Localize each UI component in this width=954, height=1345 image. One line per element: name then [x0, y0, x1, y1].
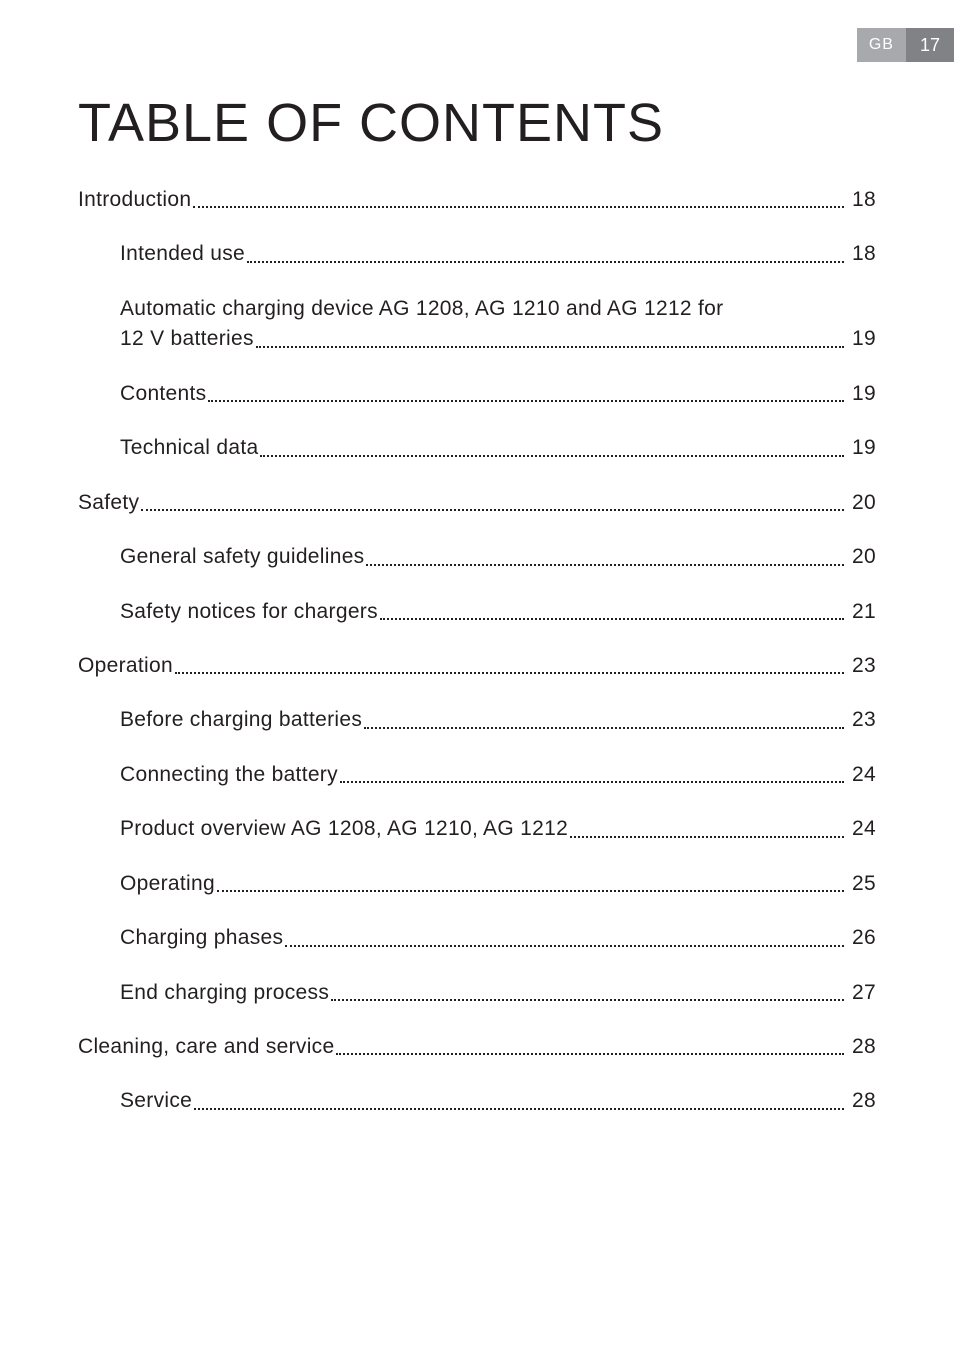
- toc-entry: Intended use 18: [78, 239, 876, 269]
- toc-page: 27: [846, 978, 876, 1008]
- toc-leader: [570, 836, 844, 838]
- toc-entry: End charging process 27: [78, 978, 876, 1008]
- toc-label: Cleaning, care and service: [78, 1032, 334, 1062]
- toc-page: 28: [846, 1086, 876, 1116]
- toc-page: 20: [846, 542, 876, 572]
- toc-entry: Service 28: [78, 1086, 876, 1116]
- toc-label-line2: 12 V batteries: [120, 324, 254, 354]
- toc-page: 26: [846, 923, 876, 953]
- toc-leader: [336, 1053, 844, 1055]
- toc-page: 19: [846, 433, 876, 463]
- toc-leader: [331, 999, 844, 1001]
- toc-entry: Connecting the battery 24: [78, 760, 876, 790]
- toc-entry: Charging phases 26: [78, 923, 876, 953]
- toc-entry: Safety 20: [78, 488, 876, 518]
- toc-entry: Product overview AG 1208, AG 1210, AG 12…: [78, 814, 876, 844]
- toc-leader: [366, 564, 844, 566]
- toc-leader: [285, 945, 844, 947]
- toc-leader: [208, 400, 844, 402]
- toc-label: Safety notices for chargers: [120, 597, 378, 627]
- table-of-contents: Introduction 18 Intended use 18 Automati…: [78, 185, 876, 1141]
- toc-leader: [260, 455, 844, 457]
- toc-label-line1: Automatic charging device AG 1208, AG 12…: [120, 294, 876, 324]
- toc-entry: Technical data 19: [78, 433, 876, 463]
- toc-leader: [141, 509, 844, 511]
- header-language-badge: GB: [857, 28, 906, 62]
- toc-leader: [340, 781, 844, 783]
- toc-entry: Automatic charging device AG 1208, AG 12…: [78, 294, 876, 355]
- page: GB 17 TABLE OF CONTENTS Introduction 18 …: [0, 0, 954, 1345]
- toc-label: Before charging batteries: [120, 705, 362, 735]
- toc-leader: [247, 261, 844, 263]
- toc-label: Operation: [78, 651, 173, 681]
- toc-page: 19: [846, 379, 876, 409]
- toc-page: 20: [846, 488, 876, 518]
- toc-entry: Introduction 18: [78, 185, 876, 215]
- toc-page: 28: [846, 1032, 876, 1062]
- toc-leader: [193, 206, 844, 208]
- toc-label: Contents: [120, 379, 206, 409]
- toc-label: Connecting the battery: [120, 760, 338, 790]
- toc-page: 25: [846, 869, 876, 899]
- toc-leader: [364, 727, 844, 729]
- toc-entry: Cleaning, care and service 28: [78, 1032, 876, 1062]
- toc-entry: General safety guidelines 20: [78, 542, 876, 572]
- toc-leader: [380, 618, 844, 620]
- toc-leader: [217, 890, 844, 892]
- toc-label: End charging process: [120, 978, 329, 1008]
- toc-page: 23: [846, 705, 876, 735]
- toc-label: General safety guidelines: [120, 542, 364, 572]
- toc-label: Operating: [120, 869, 215, 899]
- toc-entry: Operating 25: [78, 869, 876, 899]
- toc-page: 24: [846, 760, 876, 790]
- toc-label: Safety: [78, 488, 139, 518]
- toc-entry: Safety notices for chargers 21: [78, 597, 876, 627]
- toc-label: Introduction: [78, 185, 191, 215]
- toc-entry: Operation 23: [78, 651, 876, 681]
- toc-entry: Contents 19: [78, 379, 876, 409]
- toc-page: 23: [846, 651, 876, 681]
- toc-leader: [194, 1108, 844, 1110]
- toc-page: 18: [846, 185, 876, 215]
- toc-label: Technical data: [120, 433, 258, 463]
- toc-page: 19: [846, 324, 876, 354]
- toc-label: Intended use: [120, 239, 245, 269]
- toc-label: Service: [120, 1086, 192, 1116]
- toc-leader: [175, 672, 844, 674]
- toc-leader: [256, 346, 844, 348]
- toc-entry: Before charging batteries 23: [78, 705, 876, 735]
- page-header: GB 17: [857, 28, 954, 62]
- page-title: TABLE OF CONTENTS: [78, 92, 664, 154]
- toc-page: 21: [846, 597, 876, 627]
- toc-page: 24: [846, 814, 876, 844]
- header-page-number: 17: [906, 28, 954, 62]
- toc-label: Charging phases: [120, 923, 283, 953]
- toc-label: Product overview AG 1208, AG 1210, AG 12…: [120, 814, 568, 844]
- toc-page: 18: [846, 239, 876, 269]
